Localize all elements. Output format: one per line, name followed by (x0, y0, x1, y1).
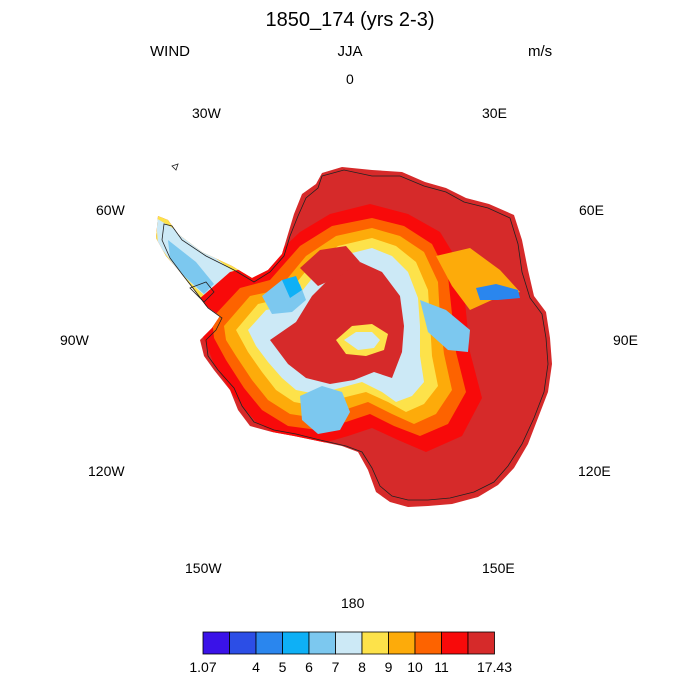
lon-label-60e: 60E (579, 202, 604, 218)
lon-label-180: 180 (341, 595, 365, 611)
colorbar-box (335, 631, 363, 655)
field-lowest-patch (282, 276, 302, 298)
variable-name: WIND (150, 43, 190, 60)
colorbar-box (255, 631, 283, 655)
colorbar-tick-label: 11 (434, 659, 449, 675)
colorbar-box (202, 631, 230, 655)
colorbar-box (308, 631, 336, 655)
colorbar-tick-label: 9 (385, 659, 393, 675)
lon-label-60w: 60W (96, 202, 125, 218)
lon-label-150e: 150E (482, 560, 515, 576)
colorbar-box (414, 631, 442, 655)
coastline-island (189, 281, 215, 303)
field-peninsula-lower (168, 240, 214, 294)
units-label: m/s (528, 43, 553, 60)
colorbar-box (388, 631, 416, 655)
colorbar-box (282, 631, 310, 655)
colorbar-tick-label: 6 (305, 659, 313, 675)
colorbar-tick-label: 17.43 (477, 659, 512, 675)
field-dome-low (344, 332, 380, 350)
lon-label-30e: 30E (482, 105, 507, 121)
field-arm-north (300, 246, 360, 286)
field-lower-patch-3 (420, 300, 470, 352)
lon-label-30w: 30W (192, 105, 221, 121)
lon-label-150w: 150W (185, 560, 222, 576)
south-shetland-outline (171, 163, 179, 171)
colorbar-box (361, 631, 389, 655)
field-east-streak (476, 284, 520, 300)
colorbar-tick-label: 10 (407, 659, 423, 675)
figure-title: 1850_174 (yrs 2-3) (265, 9, 435, 31)
field-lower-patch-2 (300, 386, 350, 434)
lon-label-0: 0 (346, 71, 354, 87)
colorbar-box (441, 631, 469, 655)
colorbar-tick-label: 1.07 (189, 659, 216, 675)
coastline (161, 169, 549, 501)
lon-label-120e: 120E (578, 463, 611, 479)
colorbar-tick-label: 8 (358, 659, 366, 675)
colorbar-box (229, 631, 257, 655)
colorbar-box (467, 631, 495, 655)
season-label: JJA (337, 43, 363, 60)
lon-label-120w: 120W (88, 463, 125, 479)
colorbar-tick-label: 4 (252, 659, 260, 675)
colorbar-tick-label: 5 (279, 659, 287, 675)
lon-label-90e: 90E (613, 332, 638, 348)
colorbar-tick-label: 7 (332, 659, 340, 675)
lon-label-90w: 90W (60, 332, 89, 348)
